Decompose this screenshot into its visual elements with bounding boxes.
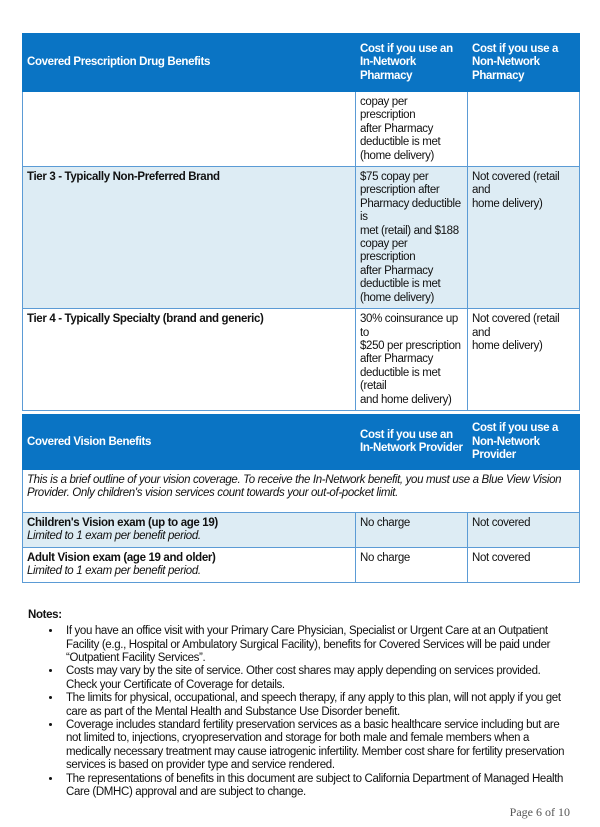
- notes-title: Notes:: [28, 608, 62, 621]
- benefit-label: Tier 3 - Typically Non-Preferred Brand: [27, 171, 220, 184]
- table-row: Tier 3 - Typically Non-Preferred Brand $…: [22, 166, 580, 310]
- benefit-cell: Tier 3 - Typically Non-Preferred Brand: [22, 166, 356, 310]
- column-header: Cost if you use a Non-Network Provider: [467, 413, 580, 470]
- in-network-cost: No charge: [355, 511, 468, 548]
- notes-list: If you have an office visit with your Pr…: [28, 625, 573, 799]
- benefit-note: Limited to 1 exam per benefit period.: [27, 530, 201, 543]
- column-header: Covered Vision Benefits: [22, 413, 356, 470]
- column-header: Covered Prescription Drug Benefits: [22, 33, 356, 92]
- benefit-cell: Adult Vision exam (age 19 and older) Limi…: [22, 546, 356, 583]
- column-header: Cost if you use a Non-Network Pharmacy: [467, 33, 580, 92]
- non-network-cost: Not covered: [467, 511, 580, 548]
- column-header: Cost if you use an In-Network Provider: [355, 413, 468, 470]
- page-number: Page 6 of 10: [509, 805, 570, 820]
- benefit-note: Limited to 1 exam per benefit period.: [27, 565, 201, 578]
- non-network-cost: [467, 90, 580, 168]
- vision-benefits-table: Covered Vision Benefits Cost if you use …: [22, 413, 580, 583]
- vision-intro-text: This is a brief outline of your vision c…: [27, 473, 562, 500]
- note-item: The representations of benefits in this …: [62, 773, 573, 800]
- notes-section: Notes: If you have an office visit with …: [28, 609, 573, 800]
- note-item: Coverage includes standard fertility pre…: [62, 719, 573, 773]
- in-network-cost: $75 copay per prescription after Pharmac…: [355, 166, 468, 310]
- prescription-drug-table: Covered Prescription Drug Benefits Cost …: [22, 33, 580, 411]
- benefit-label: Children's Vision exam (up to age 19): [27, 516, 218, 529]
- column-header: Cost if you use an In-Network Pharmacy: [355, 33, 468, 92]
- benefit-cell: [22, 90, 356, 168]
- benefit-label: Adult Vision exam (age 19 and older): [27, 551, 216, 564]
- table-row: Tier 4 - Typically Specialty (brand and …: [22, 308, 580, 411]
- in-network-cost: copay per prescription after Pharmacy de…: [355, 90, 468, 168]
- benefit-cell: Children's Vision exam (up to age 19) Lim…: [22, 511, 356, 548]
- table-row: Adult Vision exam (age 19 and older) Limi…: [22, 546, 580, 583]
- in-network-cost: No charge: [355, 546, 468, 583]
- note-item: The limits for physical, occupational, a…: [62, 692, 573, 719]
- benefit-label: Tier 4 - Typically Specialty (brand and …: [27, 313, 264, 326]
- non-network-cost: Not covered (retail and home delivery): [467, 308, 580, 411]
- note-item: Costs may vary by the site of service. O…: [62, 665, 573, 692]
- table-header-row: Covered Prescription Drug Benefits Cost …: [22, 33, 580, 92]
- table-row: Children's Vision exam (up to age 19) Lim…: [22, 511, 580, 548]
- in-network-cost: 30% coinsurance up to $250 per prescript…: [355, 308, 468, 411]
- table-header-row: Covered Vision Benefits Cost if you use …: [22, 413, 580, 470]
- non-network-cost: Not covered: [467, 546, 580, 583]
- benefit-cell: Tier 4 - Typically Specialty (brand and …: [22, 308, 356, 411]
- table-row: copay per prescription after Pharmacy de…: [22, 90, 580, 168]
- note-item: If you have an office visit with your Pr…: [62, 625, 573, 665]
- non-network-cost: Not covered (retail and home delivery): [467, 166, 580, 310]
- intro-row: This is a brief outline of your vision c…: [22, 468, 580, 513]
